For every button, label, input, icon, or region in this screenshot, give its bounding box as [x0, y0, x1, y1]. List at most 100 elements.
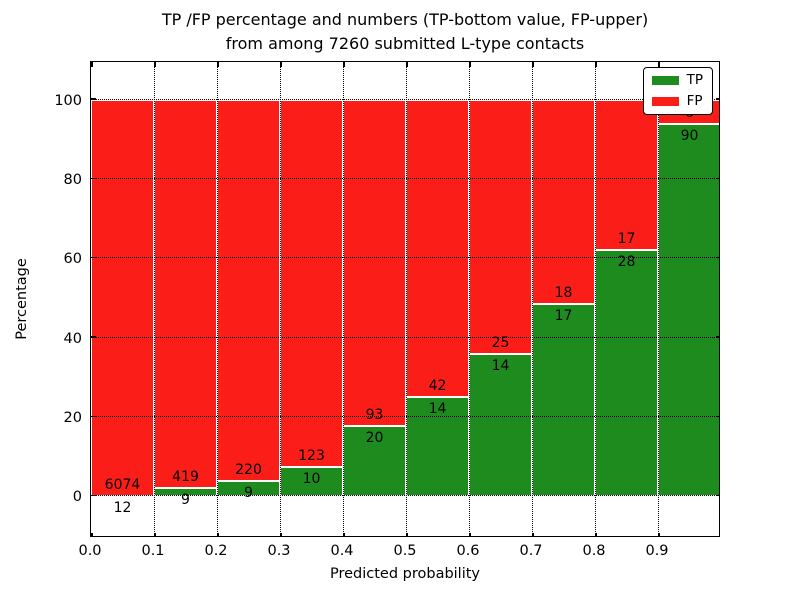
y-tick-label-60: 60	[63, 251, 82, 268]
tp-count-label: 28	[617, 253, 636, 270]
gridline-v-0.9	[658, 62, 659, 536]
x-tick-label-0.6: 0.6	[456, 543, 480, 559]
bar-segment-tp	[343, 426, 406, 497]
legend-label-fp: FP	[686, 93, 703, 109]
x-tick-mark	[343, 62, 345, 67]
plot-inner: 6074124199220912310932042142514181717286…	[91, 62, 719, 536]
chart-title-line2: from among 7260 submitted L-type contact…	[225, 34, 585, 53]
chart-title: TP /FP percentage and numbers (TP-bottom…	[90, 8, 720, 56]
y-tick-mark	[716, 98, 719, 100]
x-tick-label-0.4: 0.4	[330, 543, 354, 559]
gridline-h-100	[91, 98, 719, 100]
gridline-v-0.8	[595, 62, 596, 536]
bar-0.7-0.8	[532, 62, 595, 536]
tp-count-label: 12	[113, 499, 132, 516]
bar-segment-fp	[217, 99, 280, 481]
x-tick-label-0.3: 0.3	[267, 543, 291, 559]
tp-count-label: 9	[244, 484, 253, 501]
y-tick-label-40: 40	[63, 330, 82, 347]
gridline-v-0.6	[469, 62, 470, 536]
gridline-h-20	[91, 416, 719, 417]
x-tick-label-0.1: 0.1	[141, 543, 165, 559]
fp-count-label: 17	[617, 230, 636, 247]
y-tick-mark	[91, 336, 96, 338]
gridline-v-0.3	[280, 62, 281, 536]
bar-segment-tp	[469, 353, 532, 497]
bar-segment-tp	[280, 466, 343, 497]
x-tick-mark	[154, 533, 156, 536]
x-tick-mark	[406, 533, 408, 536]
tp-count-label: 9	[181, 491, 190, 508]
x-tick-label-0.5: 0.5	[393, 543, 417, 559]
legend-swatch-fp	[651, 97, 679, 106]
legend-item-tp: TP	[651, 72, 703, 88]
legend: TP FP	[642, 67, 713, 115]
x-tick-mark	[217, 62, 219, 67]
fp-count-label: 25	[491, 334, 510, 351]
x-tick-mark	[154, 62, 156, 67]
bar-0.4-0.5	[343, 62, 406, 536]
bar-segment-fp	[406, 99, 469, 398]
bar-0.6-0.7	[469, 62, 532, 536]
y-tick-mark	[716, 415, 719, 417]
gridline-v-0.5	[406, 62, 407, 536]
fp-count-label: 419	[172, 469, 199, 485]
bar-segment-fp	[469, 99, 532, 354]
bar-segment-fp	[532, 99, 595, 304]
x-tick-mark	[595, 533, 597, 536]
x-tick-mark	[91, 533, 93, 536]
y-tick-mark	[91, 177, 96, 179]
gridline-v-0.2	[217, 62, 218, 536]
tp-count-label: 90	[680, 128, 699, 145]
x-tick-mark	[91, 62, 93, 67]
x-tick-mark	[406, 62, 408, 67]
x-tick-mark	[469, 62, 471, 67]
bar-segment-fp	[280, 99, 343, 467]
gridline-h-60	[91, 257, 719, 259]
fp-count-label: 42	[428, 378, 447, 395]
x-tick-mark	[532, 533, 534, 536]
bar-segment-tp	[595, 249, 658, 497]
y-tick-mark	[91, 98, 96, 100]
x-tick-label-0.9: 0.9	[645, 543, 669, 559]
legend-label-tp: TP	[686, 72, 703, 88]
bar-segment-fp	[343, 99, 406, 427]
plot-area: 6074124199220912310932042142514181717286…	[90, 61, 720, 537]
y-tick-mark	[716, 256, 719, 259]
x-tick-mark	[280, 62, 282, 67]
bar-segment-fp	[91, 99, 154, 496]
bar-segment-tp	[658, 124, 719, 497]
bar-0.8-0.9	[595, 62, 658, 536]
tp-count-label: 20	[365, 430, 384, 447]
bar-segment-fp	[595, 99, 658, 250]
y-tick-mark	[91, 415, 96, 417]
gridline-h-80	[91, 178, 719, 179]
y-axis-label: Percentage	[14, 258, 30, 340]
gridline-v-0.1	[154, 62, 155, 536]
fp-count-label: 220	[235, 461, 262, 478]
bar-0.1-0.2	[154, 62, 217, 536]
x-axis-label: Predicted probability	[329, 566, 481, 582]
y-tick-mark	[716, 336, 719, 338]
tp-count-label: 17	[554, 307, 573, 324]
fp-count-label: 93	[365, 407, 384, 424]
chart-title-line1: TP /FP percentage and numbers (TP-bottom…	[161, 10, 649, 29]
y-tick-label-20: 20	[63, 410, 82, 426]
x-tick-label-0.7: 0.7	[519, 543, 543, 559]
y-tick-mark	[716, 494, 719, 497]
gridline-v-0.4	[343, 62, 344, 536]
x-tick-mark	[595, 62, 597, 67]
y-tick-mark	[716, 177, 719, 179]
tp-count-label: 10	[302, 470, 321, 487]
y-tick-label-80: 80	[63, 172, 82, 188]
bar-0.2-0.3	[217, 62, 280, 536]
tp-count-label: 14	[491, 357, 510, 374]
bar-segment-fp	[154, 99, 217, 488]
bar-0.0-0.1	[91, 62, 154, 536]
x-tick-mark	[658, 533, 660, 536]
x-tick-mark	[658, 62, 660, 67]
y-tick-mark	[91, 256, 96, 259]
y-tick-mark	[91, 494, 96, 497]
x-tick-mark	[343, 533, 345, 536]
